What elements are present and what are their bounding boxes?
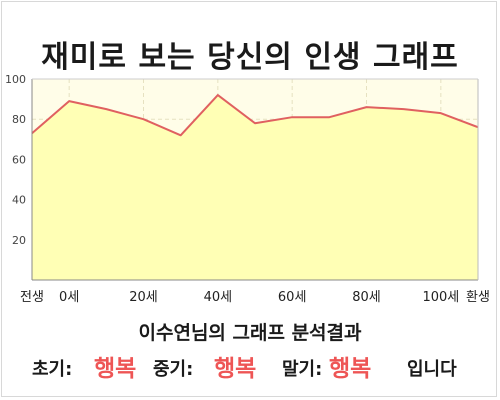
mid-label: 중기: — [153, 359, 194, 380]
x-tick-label: 환생 — [466, 290, 490, 305]
x-tick-label: 전생 — [20, 290, 44, 305]
result-suffix: 입니다 — [407, 359, 457, 380]
x-tick-label: 60세 — [278, 290, 307, 305]
chart-title: 재미로 보는 당신의 인생 그래프 — [41, 40, 459, 75]
late-value: 행복 — [329, 356, 372, 382]
early-label: 초기: — [32, 359, 73, 380]
y-tick-label: 80 — [12, 113, 26, 126]
y-tick-label: 100 — [5, 73, 26, 86]
x-tick-label: 20세 — [129, 290, 158, 305]
early-value: 행복 — [94, 356, 137, 382]
x-tick-labels: 전생 0세 20세 40세 60세 80세 100세 환생 — [20, 290, 490, 305]
x-tick-label: 0세 — [59, 290, 79, 305]
mid-value: 행복 — [214, 356, 257, 382]
y-tick-labels: 20 40 60 80 100 — [5, 73, 26, 247]
axes — [31, 78, 479, 281]
y-tick-label: 40 — [12, 194, 26, 207]
x-tick-label: 40세 — [204, 290, 233, 305]
y-tick-label: 60 — [12, 153, 26, 166]
series-line — [31, 94, 479, 137]
x-tick-label: 80세 — [352, 290, 381, 305]
result-summary: 초기: 행복 중기: 행복 말기: 행복 입니다 — [0, 346, 500, 382]
x-tick-label: 100세 — [422, 290, 459, 305]
late-label: 말기: — [282, 359, 323, 380]
area-fill — [32, 95, 478, 280]
analysis-title: 이수연님의 그래프 분석결과 — [138, 322, 362, 344]
y-tick-label: 20 — [12, 234, 26, 247]
